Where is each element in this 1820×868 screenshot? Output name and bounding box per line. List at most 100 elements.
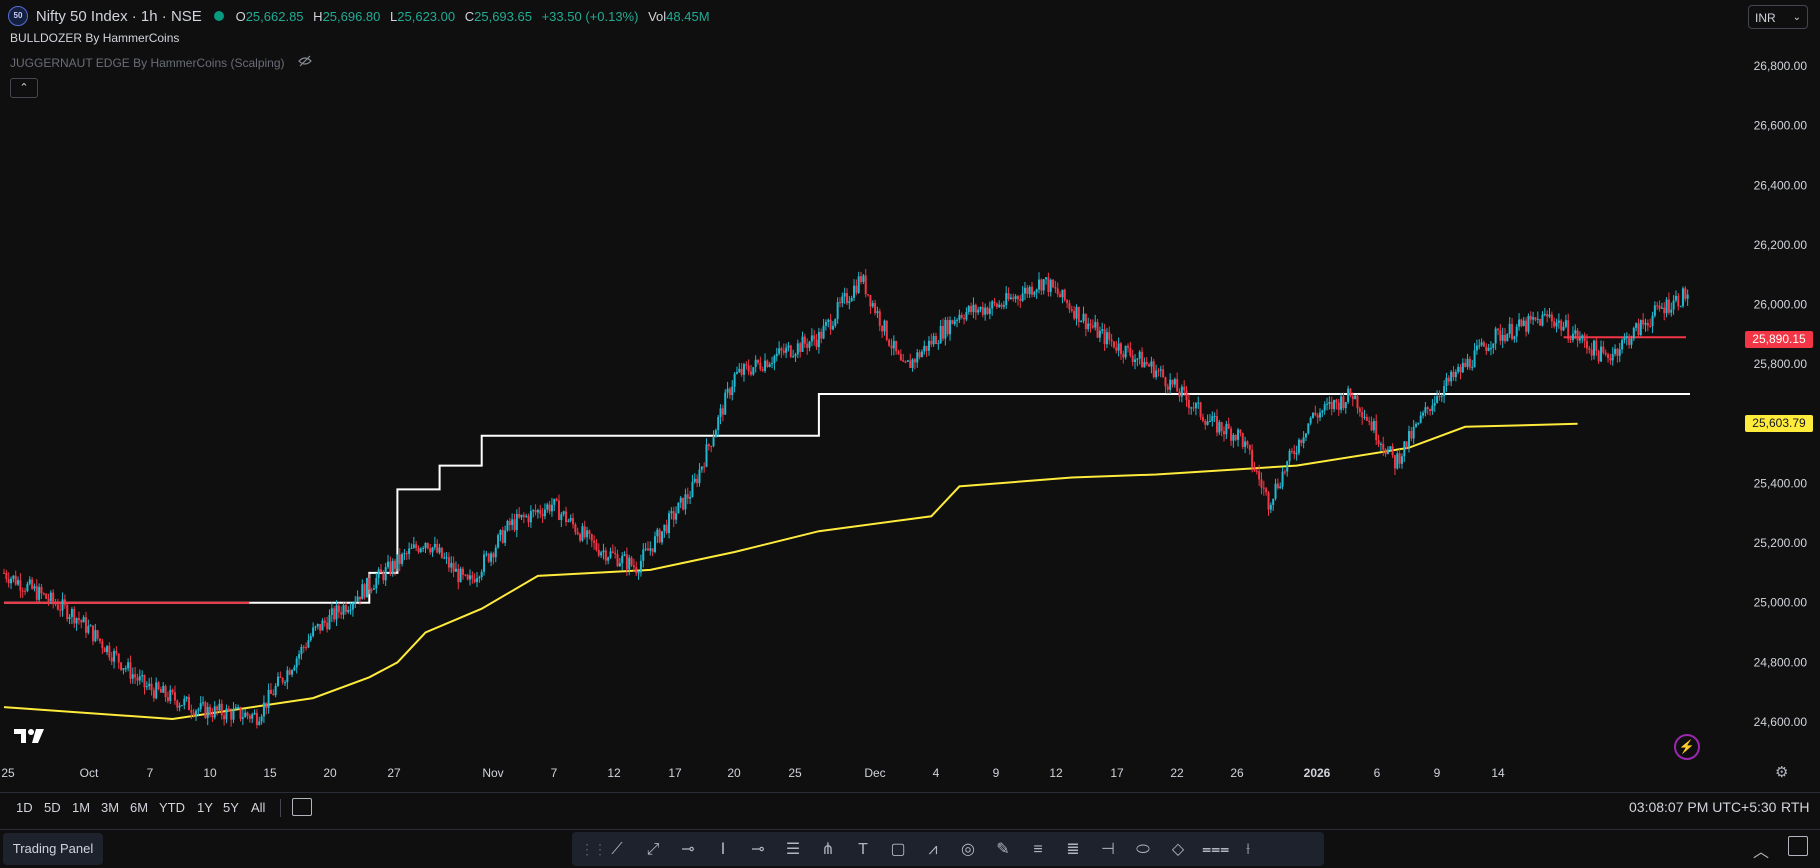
circle-icon[interactable]: ◎ (961, 841, 975, 858)
collapse-legend-button[interactable]: ⌃ (10, 78, 38, 98)
candle (40, 583, 43, 599)
pitchfork-icon[interactable]: ⋔ (821, 841, 835, 858)
candle (806, 338, 809, 355)
ellipse-icon[interactable]: ⬭ (1136, 841, 1150, 858)
range-all-button[interactable]: All (251, 800, 266, 815)
price-axis[interactable] (1740, 0, 1820, 780)
candle (878, 308, 881, 332)
candle-body (501, 529, 504, 543)
candle-body (949, 320, 952, 335)
candle-body (1602, 346, 1605, 353)
candle (1274, 478, 1277, 501)
range-1d-button[interactable]: 1D (16, 800, 33, 815)
candle (890, 338, 893, 356)
range-1y-button[interactable]: 1Y (197, 800, 213, 815)
gann-fan-icon[interactable]: ⊣ (1101, 841, 1115, 858)
candle-body (375, 578, 378, 589)
candle (241, 710, 244, 725)
candle-body (881, 325, 884, 332)
candle (637, 570, 640, 580)
horizontal-line-icon[interactable]: ⊸ (751, 841, 765, 858)
red-level-price-tag: 25,890.15 (1745, 331, 1813, 348)
candle (1637, 318, 1640, 337)
candle-body (1583, 335, 1586, 342)
path-icon[interactable]: ⩘ (928, 841, 938, 858)
candle-body (944, 319, 947, 339)
maximize-panel-icon[interactable] (1788, 836, 1808, 856)
candle-body (21, 590, 24, 592)
candle-body (1578, 338, 1581, 341)
candle (464, 574, 467, 577)
candle (1218, 419, 1221, 436)
candle-body (1674, 295, 1677, 301)
candle (628, 554, 631, 576)
candle (771, 356, 774, 369)
calendar-goto-icon[interactable] (292, 798, 312, 816)
candle (307, 633, 310, 649)
polygon-icon[interactable]: ◇ (1171, 841, 1185, 858)
indicator-juggernaut[interactable]: JUGGERNAUT EDGE By HammerCoins (Scalping… (10, 55, 312, 70)
candle-body (178, 705, 181, 708)
candle (1269, 502, 1272, 514)
candle (321, 618, 324, 631)
candle (1525, 317, 1528, 337)
range-5y-button[interactable]: 5Y (223, 800, 239, 815)
range-3m-button[interactable]: 3M (101, 800, 120, 815)
lightning-alert-icon[interactable]: ⚡ (1674, 734, 1700, 760)
fib-fan-icon[interactable]: ⩶ (1202, 841, 1230, 858)
ray-icon[interactable]: ⤢ (646, 841, 660, 858)
candle (1372, 418, 1375, 434)
measure-icon[interactable]: ⟊ (1245, 841, 1251, 858)
candle (108, 642, 111, 661)
candle (1529, 311, 1532, 324)
candle-body (45, 593, 48, 599)
parallel-channel-icon[interactable]: ☰ (785, 841, 801, 858)
range-1m-button[interactable]: 1M (72, 800, 91, 815)
range-6m-button[interactable]: 6M (130, 800, 149, 815)
candle-body (14, 575, 17, 585)
fib-retracement-icon[interactable]: ≡ (1033, 841, 1043, 858)
chevron-up-icon[interactable]: ︿ (1753, 844, 1770, 861)
range-ytd-button[interactable]: YTD (159, 800, 185, 815)
candle (789, 344, 792, 359)
indicator-bulldozer[interactable]: BULLDOZER By HammerCoins (10, 31, 180, 45)
candle (1223, 426, 1226, 442)
cursor-text-icon[interactable]: Ⅰ (720, 841, 726, 858)
settings-gear-icon[interactable]: ⚙ (1775, 764, 1789, 781)
trend-line-icon[interactable]: ⟋ (611, 841, 623, 858)
candle (1056, 282, 1059, 298)
candle (1063, 288, 1066, 302)
candle-body (1485, 346, 1488, 351)
candle (87, 619, 90, 635)
candle (661, 531, 664, 545)
symbol-title[interactable]: Nifty 50 Index · 1h · NSE (35, 7, 202, 25)
tradingview-logo-icon[interactable] (14, 727, 46, 745)
range-5d-button[interactable]: 5D (44, 800, 61, 815)
candle-body (241, 717, 244, 719)
candle (66, 602, 69, 622)
candle (794, 352, 797, 363)
currency-select[interactable]: INR ⌄ (1748, 5, 1808, 29)
chart-pane[interactable] (0, 0, 1740, 780)
candle-body (305, 647, 308, 649)
candle (1630, 335, 1633, 349)
candle-body (230, 711, 233, 720)
candle (1127, 343, 1129, 353)
session-toggle[interactable]: RTH (1781, 799, 1810, 815)
trading-panel-button[interactable]: Trading Panel (3, 833, 103, 865)
brush-icon[interactable]: ✎ (996, 841, 1010, 858)
text-tool-icon[interactable]: T (858, 841, 868, 858)
candle-body (623, 554, 626, 556)
drag-handle-icon[interactable]: ⋮⋮ (580, 841, 607, 857)
time-axis[interactable]: 25 Oct 7 10 15 20 27 Nov 7 12 17 20 25 Dec 4 9 12 17 22 26 2… (0, 762, 1820, 784)
fib-extension-icon[interactable]: ≣ (1066, 841, 1080, 858)
rectangle-icon[interactable]: ▢ (890, 841, 906, 858)
candle (995, 302, 998, 310)
horizontal-ray-icon[interactable]: ⊸ (681, 841, 695, 858)
clock-timezone[interactable]: 03:08:07 PM UTC+5:30 (1629, 799, 1777, 815)
candle (906, 359, 909, 363)
candle (684, 488, 687, 515)
eye-hidden-icon[interactable] (298, 55, 312, 70)
candle (1234, 434, 1237, 442)
candle-body (986, 307, 989, 314)
